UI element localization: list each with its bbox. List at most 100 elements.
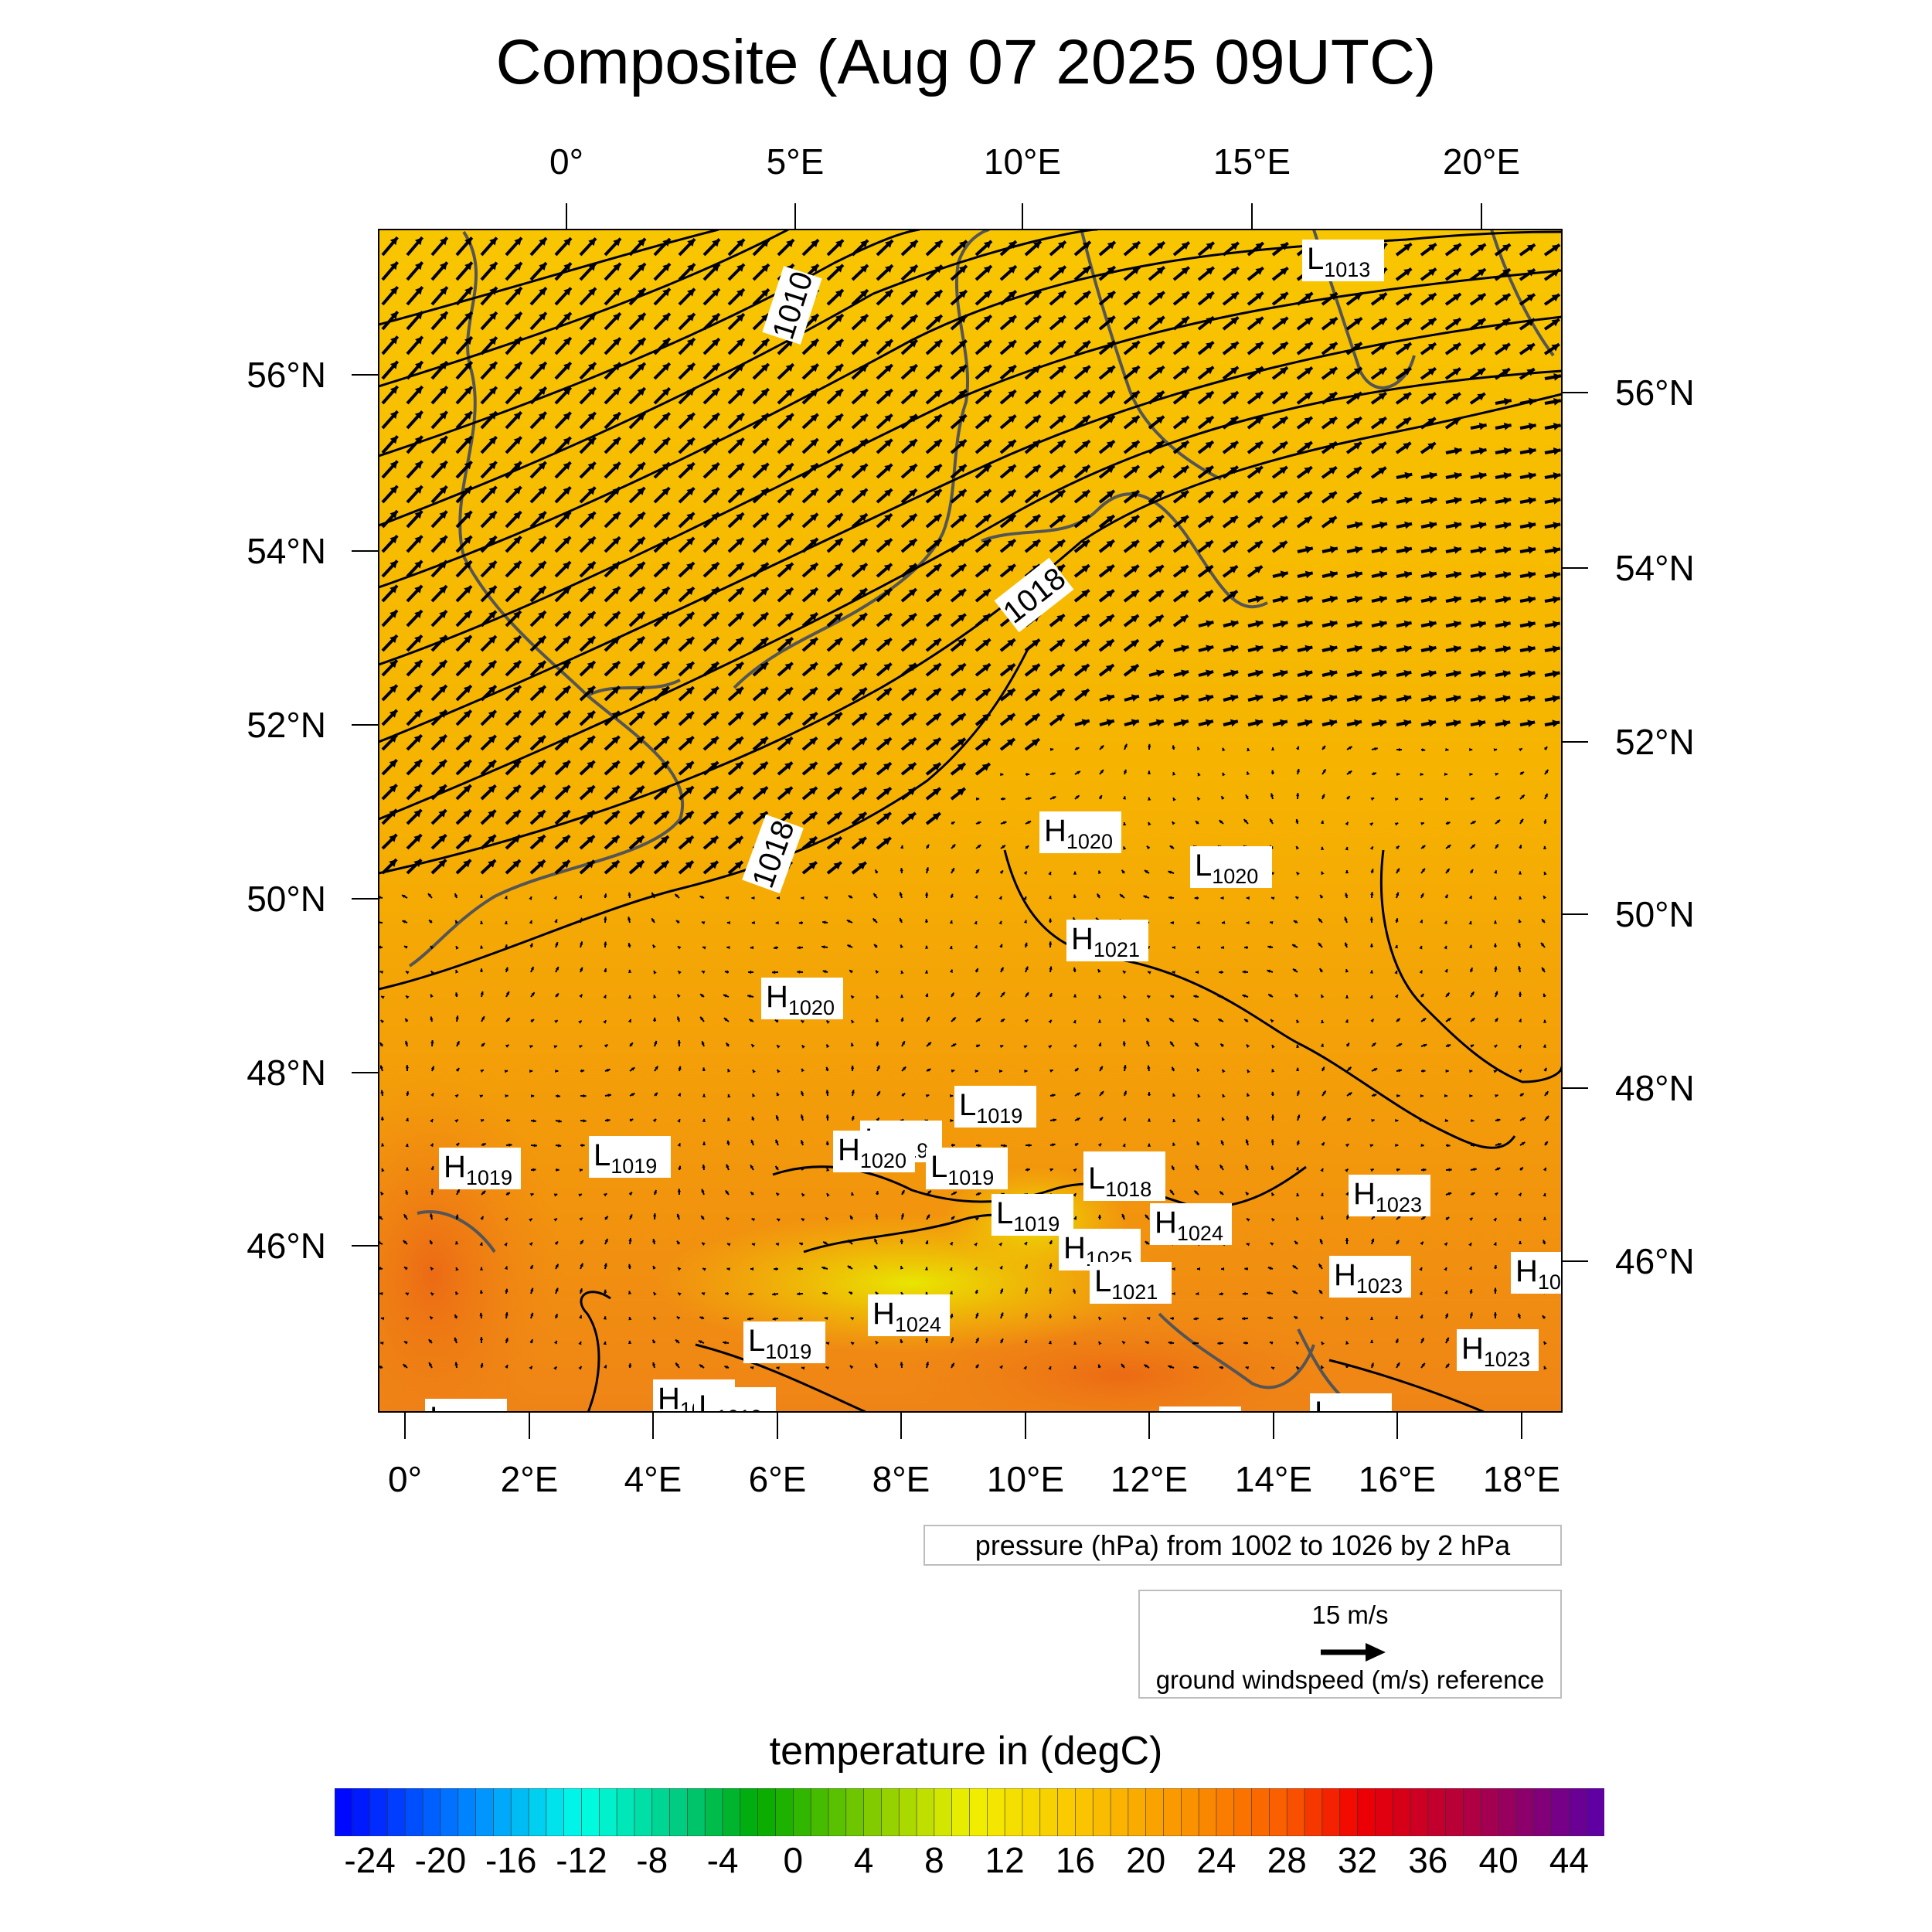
wind-arrow-head: [1170, 1041, 1174, 1046]
wind-arrow-head: [1052, 1143, 1056, 1147]
wind-arrow-head: [1379, 546, 1387, 554]
pressure-center-text: L1019: [996, 1196, 1060, 1236]
wind-arrow-head: [1294, 1316, 1298, 1320]
wind-arrow-head: [1328, 417, 1337, 425]
wind-arrow-head: [825, 1217, 829, 1221]
wind-arrow-head: [638, 313, 645, 321]
wind-arrow-head: [826, 1193, 830, 1197]
pressure-center-text: L1013: [1307, 242, 1370, 281]
wind-arrow-head: [1304, 417, 1312, 425]
wind-arrow-head: [554, 1314, 558, 1318]
pressure-center-text: L1018: [1088, 1162, 1151, 1201]
wind-arrow-head: [1503, 571, 1511, 579]
wind-arrow-head: [883, 713, 892, 721]
wind-arrow-head: [1552, 670, 1560, 678]
wind-arrow-head: [1371, 1238, 1375, 1243]
colorbar-tick-label: 16: [1055, 1840, 1095, 1880]
wind-arrow-head: [480, 1119, 485, 1123]
wind-arrow-head: [710, 811, 719, 819]
wind-arrow-head: [1394, 1315, 1398, 1320]
wind-arrow-head: [455, 1291, 459, 1295]
wind-arrow-head: [513, 512, 522, 520]
wind-arrow-head: [539, 337, 546, 345]
wind-arrow-head: [974, 945, 978, 949]
wind-arrow-head: [859, 364, 868, 372]
wind-arrow-head: [488, 685, 496, 694]
wind-arrow-head: [851, 995, 855, 999]
wind-arrow-head: [480, 1070, 484, 1073]
wind-arrow-head: [924, 1338, 929, 1342]
wind-arrow-head: [1344, 917, 1348, 921]
wind-arrow-head: [1147, 1118, 1151, 1122]
wind-arrow-head: [1080, 665, 1090, 672]
wind-arrow-head: [710, 637, 719, 645]
wind-arrow-head: [822, 970, 827, 974]
wind-arrow-head: [1077, 770, 1080, 774]
colorbar-cell: [1039, 1788, 1059, 1836]
wind-arrow-head: [776, 1092, 780, 1097]
wind-arrow-head: [1230, 292, 1239, 300]
wind-arrow-head: [1242, 970, 1246, 974]
wind-arrow-head: [488, 386, 497, 395]
wind-arrow-head: [464, 486, 472, 495]
wind-arrow-head: [438, 660, 447, 668]
wind-arrow-head: [824, 896, 828, 900]
wind-arrow-head: [751, 896, 755, 900]
wind-arrow-head: [505, 1365, 509, 1369]
wind-arrow-head: [1423, 1168, 1427, 1172]
wind-arrow-head: [825, 1342, 830, 1345]
wind-arrow-head: [1378, 368, 1386, 376]
wind-arrow-head: [1427, 443, 1436, 451]
wind-arrow-head: [1147, 770, 1151, 774]
colorbar-cell: [793, 1788, 811, 1836]
colorbar-tick-labels: -24 -20 -16 -12 -8 -4 0 4 8 12 16 20 24 28 32 36 40 44: [335, 1839, 1604, 1893]
colorbar-cell: [369, 1788, 389, 1836]
wind-arrow-head: [389, 709, 397, 718]
pressure-center-text: L1019: [699, 1389, 762, 1429]
wind-arrow-head: [1073, 1216, 1077, 1220]
wind-arrow-head: [587, 587, 596, 595]
wind-arrow-head: [628, 1238, 632, 1242]
wind-arrow-head: [1123, 846, 1127, 850]
wind-arrow-head: [1254, 466, 1263, 474]
pressure-center-text: H1023: [1334, 1258, 1403, 1298]
wind-arrow-head: [1123, 821, 1127, 826]
wind-arrow-head: [562, 636, 570, 645]
wind-arrow-head: [1056, 565, 1065, 573]
wind-arrow-head: [653, 1316, 657, 1321]
wind-arrow-head: [464, 311, 472, 320]
wind-arrow-head: [1373, 1068, 1378, 1072]
wind-arrow-head: [1023, 871, 1027, 876]
wind-arrow-head: [811, 240, 819, 248]
wind-arrow-head: [809, 638, 818, 646]
wind-arrow-head: [463, 810, 471, 818]
wind-arrow-head: [933, 638, 941, 647]
wind-arrow-head: [1147, 1317, 1151, 1321]
high-pressure-label: H1020: [833, 1131, 915, 1172]
wind-arrow-head: [538, 412, 546, 420]
wind-arrow-head: [883, 638, 892, 646]
wind-arrow-head: [1025, 966, 1029, 971]
wind-arrow-head: [1396, 1018, 1400, 1022]
wind-arrow-head: [1502, 719, 1511, 727]
wind-arrow-head: [607, 1094, 611, 1097]
wind-arrow-head: [951, 1216, 955, 1220]
wind-arrow-head: [859, 563, 867, 572]
lon-label: 12°E: [1111, 1459, 1188, 1499]
wind-arrow-head: [1172, 745, 1175, 749]
wind-arrow-head: [1518, 871, 1522, 875]
wind-arrow-head: [982, 639, 991, 647]
wind-arrow-head: [661, 736, 669, 745]
wind-arrow-head: [464, 262, 472, 270]
wind-arrow-head: [825, 1141, 830, 1145]
wind-arrow-head: [1098, 1043, 1102, 1046]
wind-arrow-head: [982, 539, 991, 547]
wind-arrow-head: [1553, 423, 1561, 430]
wind-arrow-head: [611, 786, 620, 794]
wind-arrow-head: [488, 536, 497, 545]
wind-arrow-head: [784, 787, 793, 795]
wind-arrow-head: [381, 1143, 385, 1147]
wind-arrow-head: [1217, 995, 1221, 998]
wind-arrow-head: [1320, 1168, 1324, 1172]
wind-arrow-head: [1478, 447, 1487, 455]
